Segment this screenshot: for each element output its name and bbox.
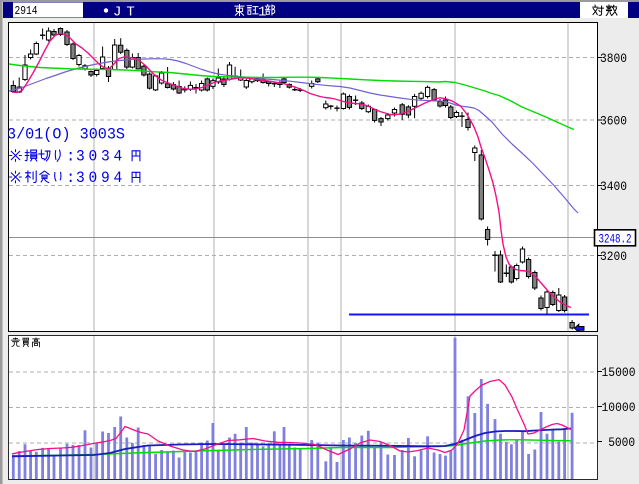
svg-text:15000: 15000 — [602, 365, 636, 380]
svg-text:3400: 3400 — [600, 179, 627, 194]
svg-text:3094: 3094 — [76, 169, 126, 187]
svg-text:2914: 2914 — [15, 4, 38, 18]
svg-text:JT: JT — [113, 5, 140, 21]
svg-text::: : — [66, 169, 75, 187]
svg-text:1: 1 — [258, 5, 266, 21]
svg-text:5000: 5000 — [608, 435, 635, 450]
svg-text:10000: 10000 — [602, 400, 636, 415]
svg-text:3/01(O) 3003S: 3/01(O) 3003S — [7, 126, 125, 144]
svg-text:3800: 3800 — [600, 51, 627, 66]
svg-text:3200: 3200 — [600, 249, 627, 264]
svg-text::: : — [66, 148, 75, 166]
svg-text:3034: 3034 — [76, 148, 126, 166]
svg-text:3248.2: 3248.2 — [599, 232, 632, 247]
svg-text:3600: 3600 — [600, 114, 627, 129]
